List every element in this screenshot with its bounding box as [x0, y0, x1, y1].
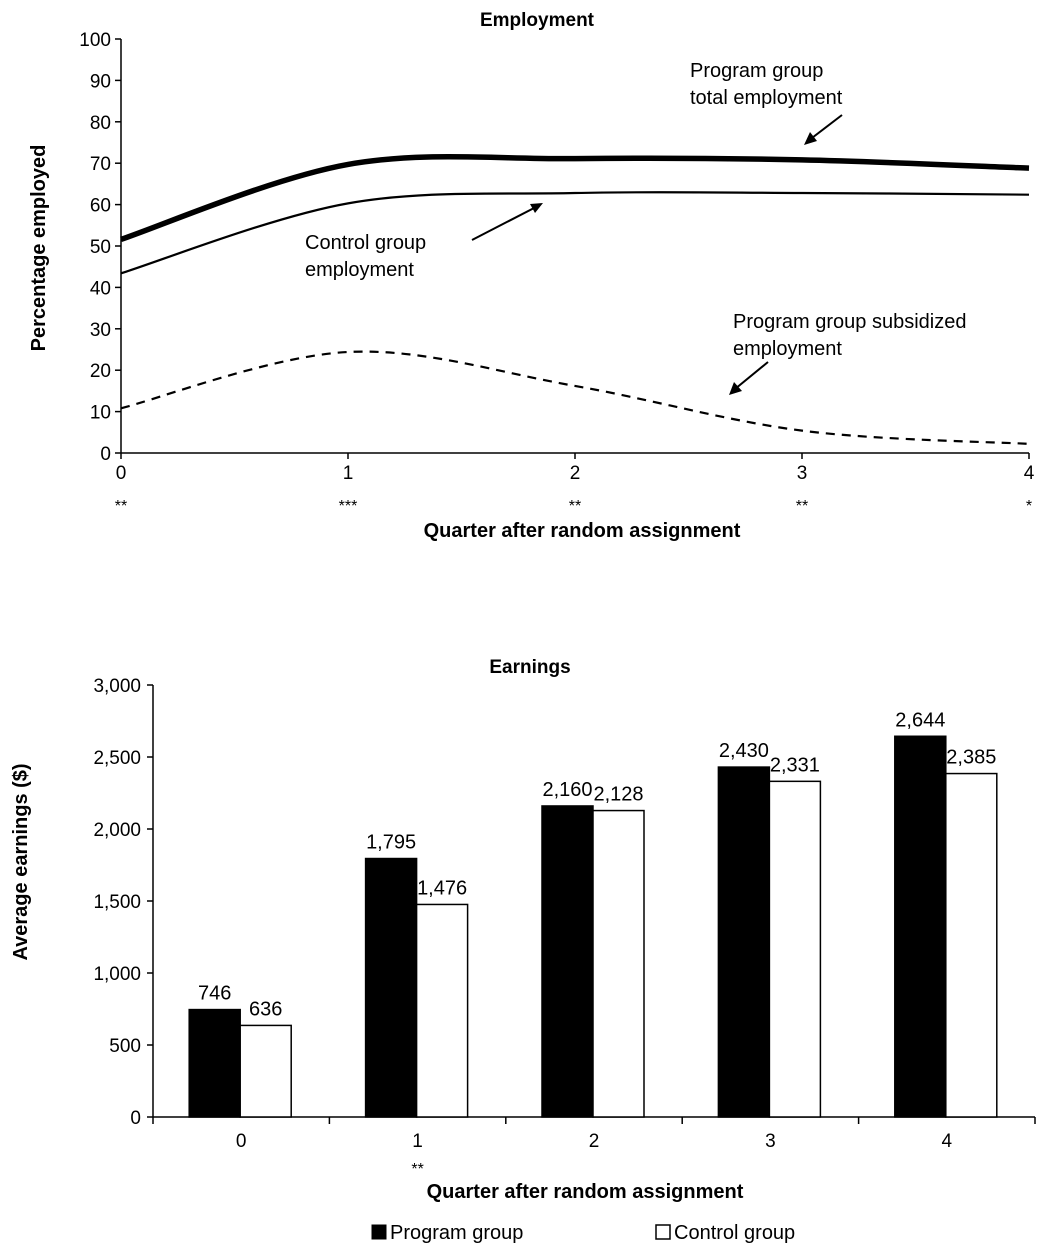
bar-program	[188, 1008, 241, 1118]
bar-data-label: 2,644	[895, 709, 945, 731]
employment-title: Employment	[480, 10, 595, 31]
employment-x-tick-label: 3	[797, 463, 808, 484]
employment-y-tick-label: 0	[100, 444, 111, 465]
employment-axes: 0 10 20 30 40 50 60 70 80 90 100 0 ** 1 *** 2 ** 3 ** 4 *	[79, 30, 1034, 515]
earnings-bars: 746 1,795 2,160 2,430 2,644 636 1,476 2,128 2,33…	[188, 709, 998, 1118]
annotation-program-total: Program group total employment	[690, 60, 843, 145]
earnings-title: Earnings	[489, 657, 570, 678]
bar-data-label: 2,331	[770, 754, 820, 776]
annotation-program-total-line2: total employment	[690, 87, 843, 109]
series-line-program-subsidized	[120, 350, 1030, 445]
employment-x-tick-label: 1	[343, 463, 354, 484]
bar-program	[717, 766, 771, 1118]
bar-control	[592, 809, 645, 1118]
annotation-control: Control group employment	[305, 203, 543, 281]
earnings-chart: Earnings Average earnings ($) Quarter af…	[10, 657, 1036, 1244]
employment-significance-stars: **	[796, 498, 808, 515]
earnings-y-tick-label: 2,000	[93, 820, 141, 841]
legend-label-control: Control group	[674, 1222, 795, 1244]
earnings-y-tick-label: 1,500	[93, 892, 141, 913]
bar-program	[541, 805, 594, 1118]
bar-control	[768, 780, 822, 1118]
earnings-x-tick-label: 2	[589, 1131, 600, 1152]
bar-control	[415, 903, 469, 1118]
legend-swatch-program	[371, 1224, 387, 1240]
bar-data-label: 636	[249, 998, 282, 1020]
employment-y-tick-label: 20	[90, 361, 111, 382]
earnings-y-tick-label: 500	[109, 1036, 141, 1057]
bar-control	[239, 1024, 292, 1118]
earnings-y-axis-title: Average earnings ($)	[10, 763, 32, 960]
employment-significance-stars: ***	[339, 498, 358, 515]
bar-data-label: 2,385	[946, 747, 996, 769]
earnings-y-tick-label: 1,000	[93, 964, 141, 985]
earnings-x-axis-title: Quarter after random assignment	[427, 1181, 744, 1203]
earnings-x-tick-label: 0	[236, 1131, 247, 1152]
bar-program	[364, 857, 418, 1118]
legend: Program group Control group	[371, 1222, 795, 1244]
annotation-subsidized: Program group subsidized employment	[729, 311, 966, 395]
employment-y-tick-label: 90	[90, 71, 111, 92]
legend-swatch-control	[655, 1224, 671, 1240]
annotation-subsidized-arrowhead	[729, 382, 742, 395]
annotation-control-arrowhead	[530, 203, 543, 213]
employment-significance-stars: **	[569, 498, 581, 515]
bar-control	[945, 772, 998, 1118]
employment-x-axis-title: Quarter after random assignment	[424, 520, 741, 542]
earnings-axes: 0 500 1,000 1,500 2,000 2,500 3,000 0 1 ** 2 3 4	[93, 676, 1036, 1178]
employment-x-tick-label: 2	[570, 463, 581, 484]
employment-significance-stars: **	[115, 498, 127, 515]
employment-y-tick-label: 40	[90, 278, 111, 299]
employment-y-tick-label: 70	[90, 154, 111, 175]
series-line-program-total	[120, 153, 1030, 242]
employment-y-tick-label: 50	[90, 237, 111, 258]
employment-x-tick-label: 0	[116, 463, 127, 484]
annotation-control-line2: employment	[305, 259, 414, 281]
annotation-program-total-line1: Program group	[690, 60, 823, 82]
annotation-subsidized-line2: employment	[733, 338, 842, 360]
employment-y-tick-label: 60	[90, 196, 111, 217]
employment-x-tick-label: 4	[1024, 463, 1035, 484]
series-line-control	[120, 191, 1030, 275]
bar-data-label: 746	[198, 983, 231, 1005]
bar-data-label: 1,476	[417, 877, 467, 899]
annotation-subsidized-arrow	[734, 361, 769, 390]
bar-data-label: 1,795	[366, 832, 416, 854]
earnings-y-tick-label: 3,000	[93, 676, 141, 697]
employment-y-tick-label: 100	[79, 30, 111, 51]
earnings-x-tick-label: 1	[412, 1131, 423, 1152]
employment-significance-stars: *	[1026, 498, 1032, 515]
annotation-subsidized-line1: Program group subsidized	[733, 311, 966, 333]
employment-lines	[120, 153, 1030, 445]
earnings-x-tick-label: 4	[942, 1131, 953, 1152]
annotation-control-arrow	[471, 206, 537, 241]
employment-chart: Employment Percentage employed Quarter a…	[28, 10, 1035, 542]
annotation-program-total-arrow	[807, 114, 843, 142]
employment-y-tick-label: 30	[90, 320, 111, 341]
annotation-program-total-arrowhead	[804, 132, 817, 145]
employment-y-tick-label: 80	[90, 113, 111, 134]
bar-data-label: 2,160	[542, 779, 592, 801]
earnings-y-tick-label: 2,500	[93, 748, 141, 769]
employment-y-tick-label: 10	[90, 403, 111, 424]
earnings-x-tick-label: 3	[765, 1131, 776, 1152]
earnings-significance-stars: **	[411, 1161, 423, 1178]
legend-label-program: Program group	[390, 1222, 523, 1244]
bar-data-label: 2,128	[593, 784, 643, 806]
bar-program	[894, 735, 947, 1118]
annotation-control-line1: Control group	[305, 232, 426, 254]
bar-data-label: 2,430	[719, 740, 769, 762]
employment-y-axis-title: Percentage employed	[28, 145, 50, 352]
earnings-y-tick-label: 0	[130, 1108, 141, 1129]
